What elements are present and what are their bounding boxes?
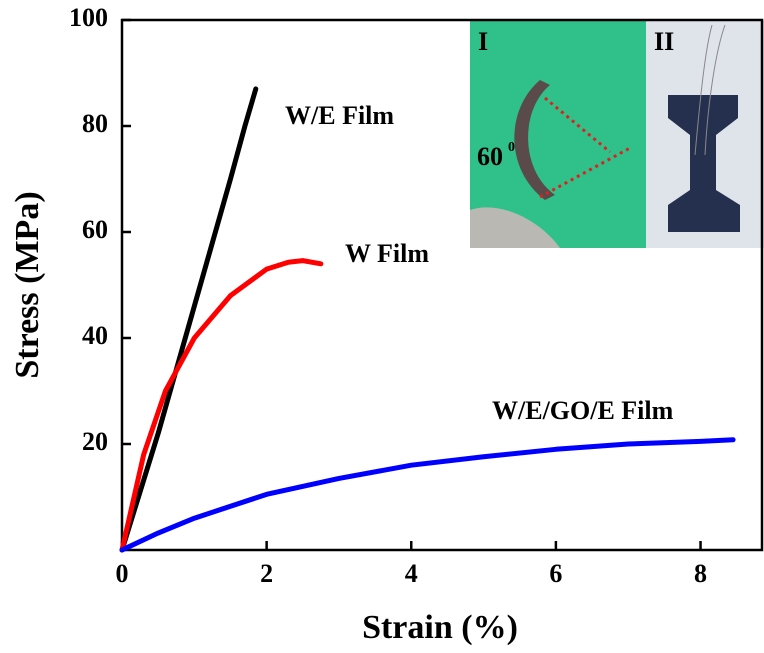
x-tick-label: 0: [116, 559, 129, 588]
series-label: W Film: [345, 239, 429, 268]
x-tick-label: 6: [549, 559, 562, 588]
x-tick-label: 8: [694, 559, 707, 588]
series-line: [122, 440, 733, 550]
x-tick-label: 4: [405, 559, 418, 588]
y-tick-label: 100: [69, 3, 108, 32]
y-tick-label: 40: [82, 321, 108, 350]
y-tick-label: 60: [82, 215, 108, 244]
series-label: W/E Film: [285, 101, 394, 130]
y-axis-label: Stress (MPa): [9, 191, 46, 378]
y-tick-label: 80: [82, 109, 108, 138]
series-line: [122, 261, 321, 550]
angle-label: 60: [477, 142, 503, 171]
series-label: W/E/GO/E Film: [492, 396, 674, 425]
angle-unit: 0: [508, 140, 515, 155]
chart: I II 60 0 Strain (%) Stress (MPa) 0 2 4 6 8 2…: [0, 0, 764, 653]
y-tick-label: 20: [82, 427, 108, 456]
x-tick-label: 2: [260, 559, 273, 588]
series-line: [122, 89, 256, 550]
panel-label: II: [654, 27, 674, 56]
panel-label: I: [478, 27, 488, 56]
inset-photo: I II 60 0: [470, 20, 764, 248]
x-axis-label: Strain (%): [362, 609, 518, 646]
